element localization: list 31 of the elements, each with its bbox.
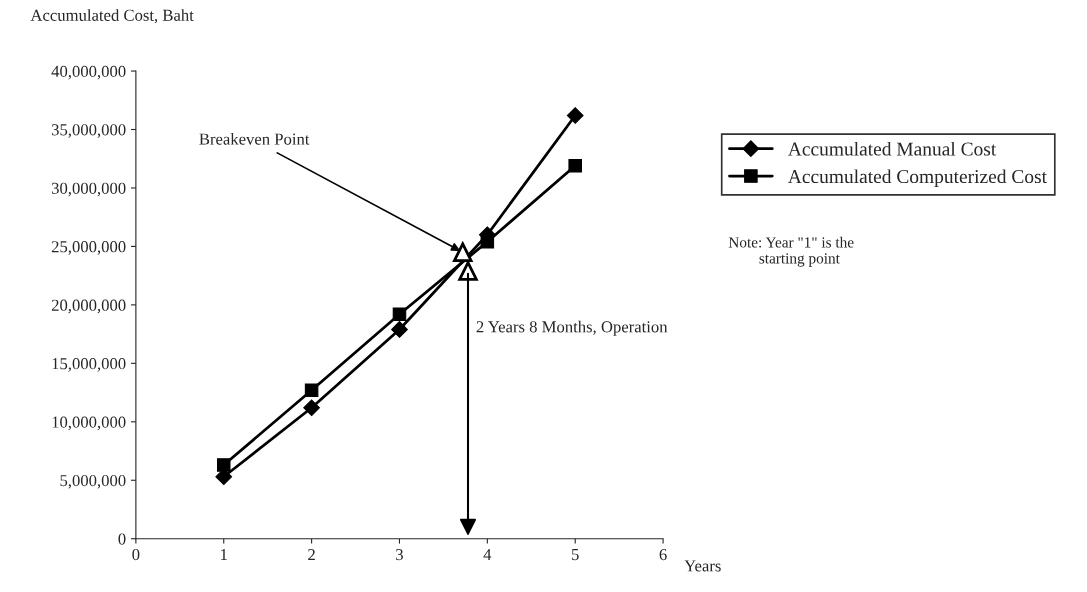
annotation: Breakeven Point xyxy=(199,132,310,145)
x-tick-label: 5 xyxy=(572,549,579,561)
point xyxy=(391,321,408,338)
y-tick-label: 20,000,000 xyxy=(51,299,126,314)
x-tick-label: 2 xyxy=(308,548,315,561)
legend-label: Accumulated Computerized Cost xyxy=(788,169,1047,188)
y-axis-title: Accumulated Cost, Baht xyxy=(30,9,194,24)
point xyxy=(216,458,231,472)
x-axis-title: Years xyxy=(684,560,721,572)
y-tick-label: 40,000,000 xyxy=(51,65,126,80)
text: Note: Year "1" is the starting point xyxy=(728,236,854,267)
y-tick-label: 10,000,000 xyxy=(52,416,126,431)
point xyxy=(566,107,584,124)
x-tick-label: 0 xyxy=(132,548,140,561)
point xyxy=(304,383,319,397)
point xyxy=(303,399,320,417)
x-tick-label: 6 xyxy=(659,548,667,561)
point xyxy=(568,158,582,173)
y-tick-label: 35,000,000 xyxy=(51,124,126,138)
legend-label: Accumulated Manual Cost xyxy=(788,141,997,156)
y-tick-label: 15,000,000 xyxy=(52,358,126,372)
y-tick-label: 25,000,000 xyxy=(51,241,126,255)
annotation: 2 Years 8 Months, Operation xyxy=(476,320,668,336)
x-tick-label: 4 xyxy=(483,549,492,561)
point xyxy=(392,307,407,321)
point xyxy=(480,234,495,249)
y-tick-label: 0 xyxy=(118,533,126,545)
y-tick-label: 30,000,000 xyxy=(51,182,126,197)
x-tick-label: 1 xyxy=(221,549,227,561)
x-tick-label: 3 xyxy=(396,548,403,561)
y-tick-label: 5,000,000 xyxy=(60,474,126,489)
